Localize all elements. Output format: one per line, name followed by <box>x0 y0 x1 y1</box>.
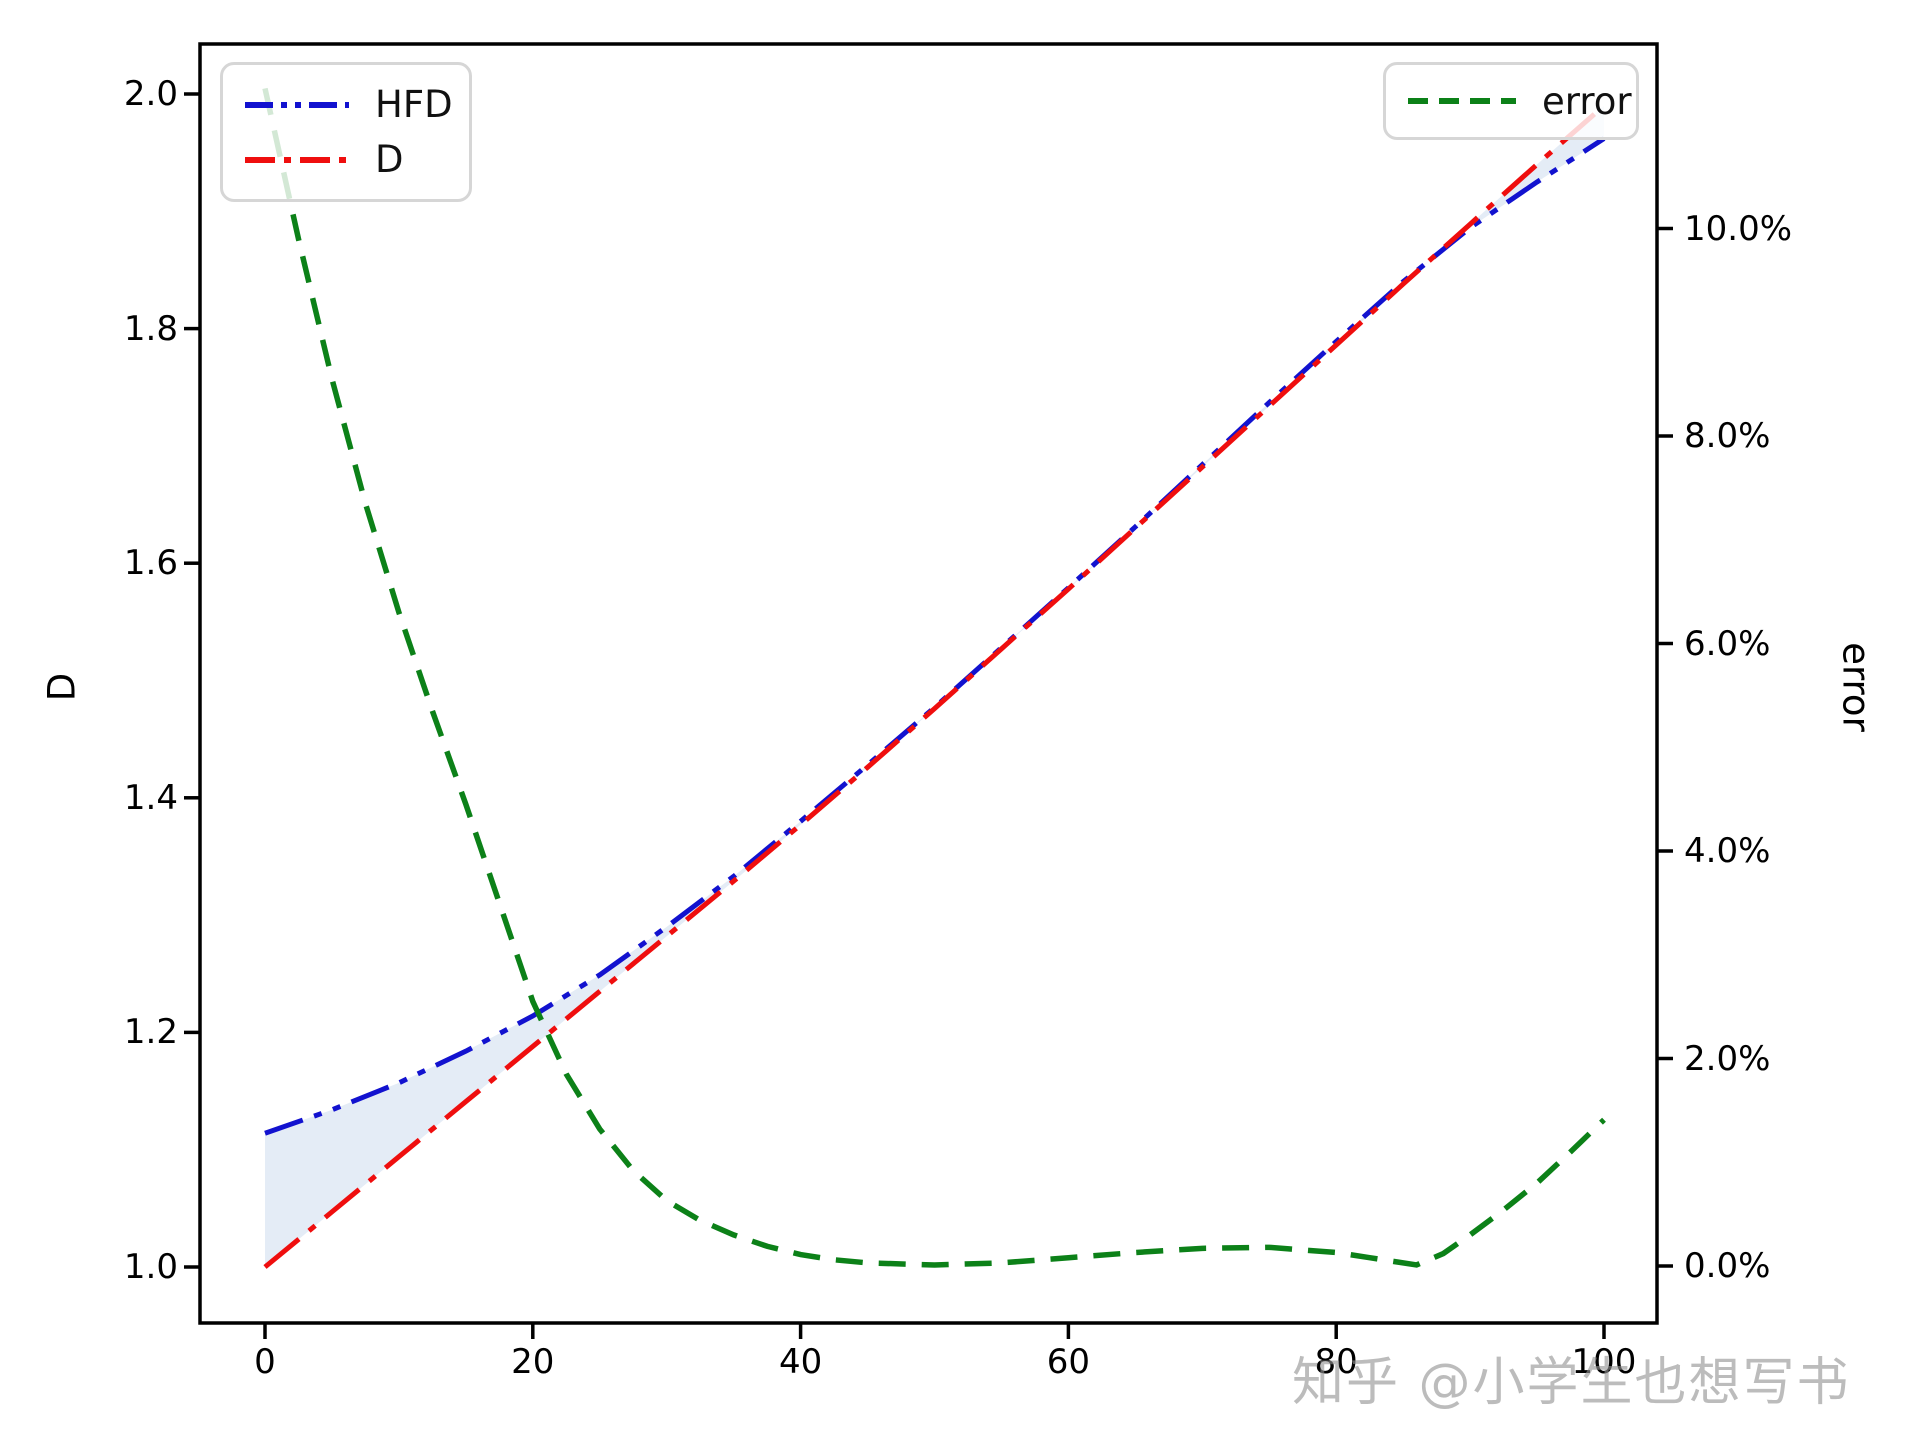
right-tick-label: 6.0% <box>1684 623 1771 664</box>
y-axis-label-right: error <box>1834 642 1878 732</box>
legend-left: HFD D <box>220 62 472 202</box>
watermark: 知乎 @小学生也想写书 <box>1292 1353 1851 1413</box>
legend-label-hfd: HFD <box>375 83 453 126</box>
axes-spines <box>198 42 1659 1325</box>
legend-right: error <box>1383 62 1639 140</box>
x-tick-label: 40 <box>778 1342 823 1382</box>
right-tick-label: 4.0% <box>1684 831 1771 871</box>
legend-entry-error: error <box>1406 80 1632 123</box>
y-axis-label-left: D <box>40 672 84 702</box>
left-tick-label: 1.4 <box>123 777 178 818</box>
d-line-sample <box>245 156 349 163</box>
x-tick-label: 20 <box>511 1342 555 1382</box>
x-tick-label: 80 <box>1314 1342 1358 1382</box>
right-tick-label: 10.0% <box>1684 208 1793 249</box>
error-curve <box>262 87 1606 1268</box>
legend-label-d: D <box>375 138 404 181</box>
x-tick-label: 100 <box>1571 1342 1637 1382</box>
left-tick-label: 1.0 <box>123 1247 178 1287</box>
right-tick-label: 0.0% <box>1684 1246 1771 1286</box>
hfd-curve <box>264 136 1606 1136</box>
legend-label-error: error <box>1542 79 1632 123</box>
left-tick-label: 1.2 <box>123 1012 178 1053</box>
legend-entry-hfd: HFD <box>243 83 453 126</box>
right-tick-label: 2.0% <box>1684 1038 1771 1079</box>
right-tick-label: 8.0% <box>1684 416 1771 456</box>
x-tick-label: 60 <box>1046 1342 1091 1382</box>
x-tick-label: 0 <box>254 1342 276 1382</box>
hfd-line-sample <box>245 101 349 108</box>
left-tick-label: 1.8 <box>123 308 178 349</box>
legend-entry-d: D <box>243 138 449 181</box>
left-tick-label: 2.0 <box>123 74 178 114</box>
left-tick-label: 1.6 <box>123 543 178 584</box>
d-curve <box>263 103 1606 1269</box>
error-line-sample <box>1408 98 1516 104</box>
